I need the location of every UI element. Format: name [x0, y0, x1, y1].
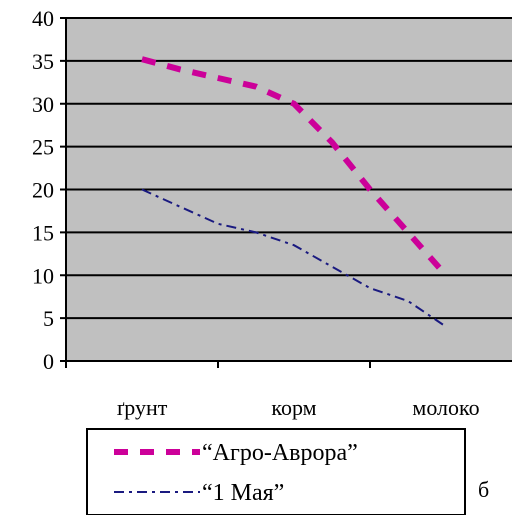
- legend-label: “1 Мая”: [202, 480, 284, 506]
- series-line-agro-avrora: [141, 56, 449, 278]
- legend-box: [86, 428, 466, 515]
- y-tick-label: 0: [43, 349, 54, 374]
- x-category-label: молоко: [412, 395, 479, 420]
- y-tick-label: 10: [32, 263, 54, 288]
- x-category-label: корм: [271, 395, 316, 420]
- y-tick-label: 40: [32, 6, 54, 31]
- legend: “Агро-Аврора” “1 Мая”: [86, 428, 466, 515]
- y-tick-label: 5: [43, 306, 54, 331]
- y-tick-label: 35: [32, 49, 54, 74]
- panel-label: б: [478, 477, 489, 502]
- x-category-label: ґрунт: [117, 395, 168, 420]
- legend-label: “Агро-Аврора”: [202, 440, 358, 466]
- y-tick-label: 15: [32, 220, 54, 245]
- y-tick-labels: 0 5 10 15 20 25 30 35 40: [32, 6, 54, 374]
- series-line-1-maya: [141, 188, 447, 328]
- y-tick-label: 30: [32, 92, 54, 117]
- y-tick-label: 20: [32, 178, 54, 203]
- axes: [60, 17, 512, 368]
- series-layer: [141, 56, 449, 328]
- x-category-labels: ґрунт корм молоко: [117, 395, 480, 420]
- y-tick-label: 25: [32, 135, 54, 160]
